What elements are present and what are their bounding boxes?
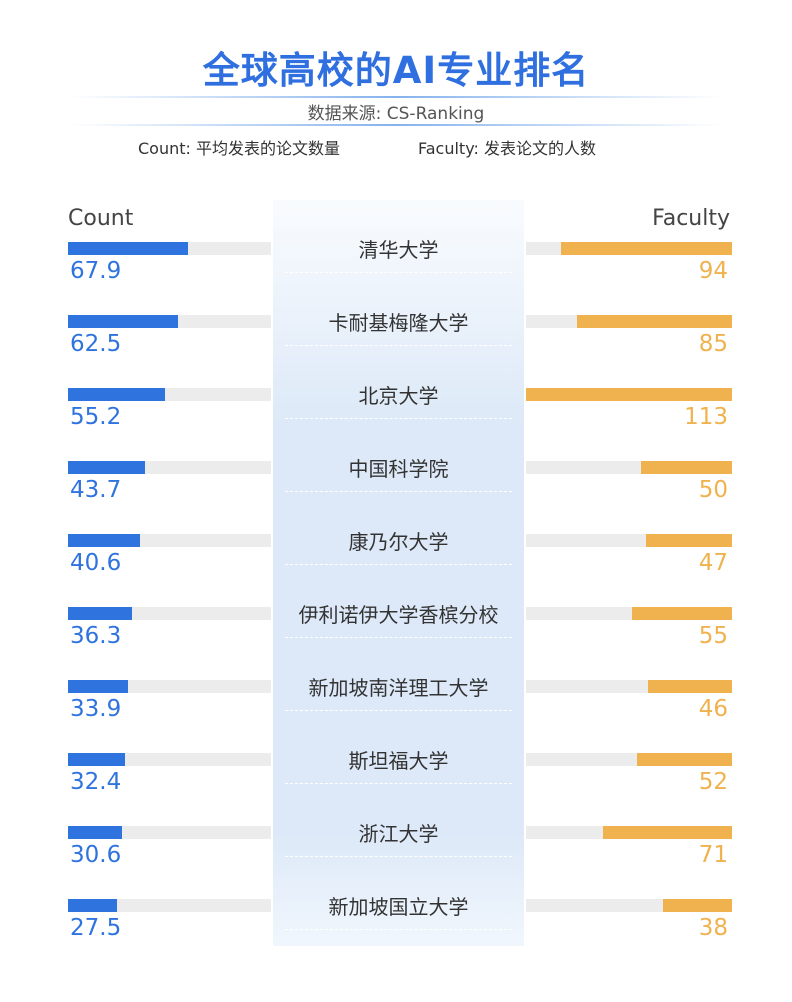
count-bar	[68, 607, 133, 620]
faculty-bar	[631, 607, 732, 620]
count-value-label: 27.5	[70, 915, 122, 941]
count-value-label: 62.5	[70, 331, 122, 357]
count-bar	[68, 899, 117, 912]
faculty-value-label: 85	[698, 331, 728, 357]
faculty-value-label: 50	[698, 477, 728, 503]
count-legend-note: Count: 平均发表的论文数量	[138, 139, 340, 158]
faculty-bar	[648, 680, 732, 693]
count-bar	[68, 388, 166, 401]
university-label: 卡耐基梅隆大学	[328, 311, 469, 335]
count-bar	[68, 753, 126, 766]
count-value-label: 33.9	[70, 696, 122, 722]
count-value-label: 40.6	[70, 550, 122, 576]
row-divider	[285, 564, 512, 565]
faculty-bar	[560, 242, 732, 255]
university-label: 新加坡国立大学	[328, 895, 469, 919]
row-divider	[285, 637, 512, 638]
university-label: 康乃尔大学	[348, 530, 449, 554]
faculty-bar	[602, 826, 732, 839]
row-divider	[285, 272, 512, 273]
row-divider	[285, 856, 512, 857]
faculty-value-label: 46	[698, 696, 728, 722]
count-value-label: 36.3	[70, 623, 122, 649]
count-bar	[68, 680, 128, 693]
university-column-band	[273, 200, 524, 946]
count-value-label: 32.4	[70, 769, 122, 795]
faculty-bar	[640, 461, 732, 474]
count-value-label: 67.9	[70, 258, 122, 284]
count-bar	[68, 461, 146, 474]
faculty-value-label: 38	[698, 915, 728, 941]
row-divider	[285, 418, 512, 419]
count-track	[68, 899, 271, 912]
faculty-bar	[646, 534, 732, 547]
row-divider	[285, 345, 512, 346]
count-value-label: 55.2	[70, 404, 122, 430]
faculty-series-label: Faculty	[652, 206, 730, 231]
faculty-bar	[637, 753, 732, 766]
faculty-value-label: 71	[698, 842, 728, 868]
row-divider	[285, 783, 512, 784]
count-value-label: 43.7	[70, 477, 122, 503]
title-divider-bottom	[70, 124, 722, 126]
faculty-legend-note: Faculty: 发表论文的人数	[418, 139, 596, 158]
university-label: 中国科学院	[348, 457, 449, 481]
faculty-value-label: 113	[684, 404, 728, 430]
count-bar	[68, 315, 179, 328]
faculty-bar	[526, 388, 732, 401]
data-source: 数据来源: CS-Ranking	[307, 104, 485, 124]
faculty-bar	[577, 315, 732, 328]
faculty-value-label: 47	[698, 550, 728, 576]
count-bar	[68, 242, 188, 255]
chart-title: 全球高校的AI专业排名	[202, 49, 590, 92]
university-label: 北京大学	[358, 384, 439, 408]
university-label: 浙江大学	[358, 822, 439, 846]
faculty-value-label: 94	[698, 258, 728, 284]
count-bar	[68, 534, 140, 547]
university-label: 新加坡南洋理工大学	[308, 676, 489, 700]
university-label: 清华大学	[358, 238, 439, 262]
title-divider-top	[70, 96, 722, 98]
university-label: 伊利诺伊大学香槟分校	[298, 603, 499, 627]
faculty-value-label: 55	[698, 623, 728, 649]
count-bar	[68, 826, 123, 839]
count-series-label: Count	[68, 206, 134, 231]
university-label: 斯坦福大学	[348, 749, 449, 773]
row-divider	[285, 929, 512, 930]
count-value-label: 30.6	[70, 842, 122, 868]
faculty-bar	[662, 899, 732, 912]
row-divider	[285, 491, 512, 492]
row-divider	[285, 710, 512, 711]
faculty-value-label: 52	[698, 769, 728, 795]
